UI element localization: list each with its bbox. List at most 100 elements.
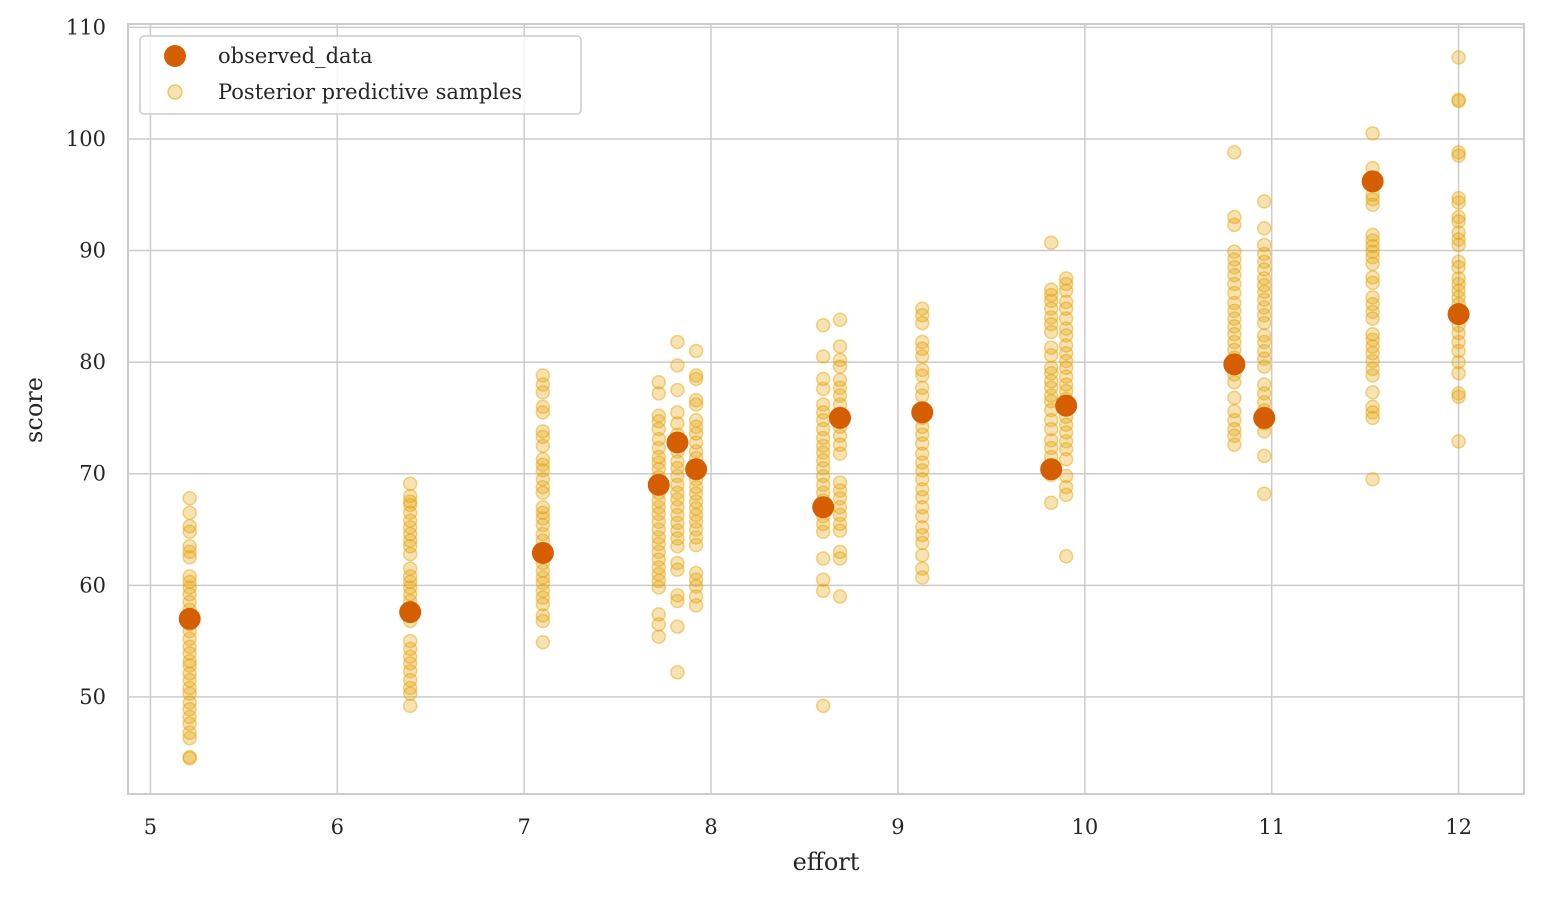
sample-point <box>688 343 704 359</box>
sample-point <box>535 424 551 439</box>
sample-point <box>1451 50 1466 65</box>
sample-point <box>182 505 197 521</box>
sample-point <box>402 526 418 542</box>
sample-point <box>1043 293 1059 309</box>
sample-point <box>535 463 551 478</box>
sample-point <box>651 566 666 582</box>
sample-point <box>1451 190 1466 206</box>
sample-point <box>1451 271 1466 286</box>
sample-point <box>1058 377 1074 392</box>
sample-point <box>670 499 685 515</box>
x-axis-ticks: 5 6 7 8 9 10 11 12 <box>144 815 1472 839</box>
sample-point <box>182 631 197 647</box>
sample-point <box>1256 328 1272 343</box>
sample-point <box>1043 388 1059 403</box>
sample-point <box>688 507 704 523</box>
sample-point <box>1256 308 1272 323</box>
sample-point <box>688 426 704 441</box>
sample-point <box>1058 353 1074 369</box>
sample-point <box>815 318 831 333</box>
sample-point <box>182 518 197 534</box>
sample-point <box>1451 354 1466 370</box>
sample-point <box>1058 294 1074 310</box>
sample-point <box>670 454 685 469</box>
sample-point <box>402 494 418 509</box>
sample-point <box>1451 195 1466 210</box>
sample-point <box>832 475 848 490</box>
sample-point <box>1365 332 1380 348</box>
sample-point <box>402 686 418 701</box>
sample-point <box>914 472 930 487</box>
sample-point <box>832 446 848 461</box>
sample-point <box>688 368 704 383</box>
sample-point <box>535 499 551 515</box>
sample-point <box>1058 434 1074 449</box>
observed-point <box>812 496 835 519</box>
sample-point <box>535 634 551 650</box>
observed-point <box>666 431 689 454</box>
sample-point <box>402 488 418 504</box>
y-tick-label: 70 <box>79 462 106 486</box>
sample-point <box>688 397 704 412</box>
sample-point <box>1451 225 1466 240</box>
sample-point <box>1043 360 1059 375</box>
sample-point <box>1058 301 1074 316</box>
sample-point <box>535 451 551 467</box>
sample-point <box>1256 343 1272 359</box>
sample-point <box>402 505 418 521</box>
sample-point <box>402 672 418 688</box>
sample-point <box>832 544 848 560</box>
observed-point <box>178 607 201 630</box>
sample-point <box>182 524 197 540</box>
sample-point <box>670 523 685 538</box>
sample-point <box>535 570 551 585</box>
sample-point <box>651 506 666 522</box>
sample-point <box>1058 345 1074 361</box>
sample-point <box>1058 425 1074 440</box>
sample-point <box>535 575 551 591</box>
sample-point <box>670 460 685 476</box>
sample-point <box>402 533 418 548</box>
sample-point <box>1365 197 1380 213</box>
sample-point <box>670 539 685 554</box>
sample-point <box>402 476 418 492</box>
sample-point <box>535 377 551 392</box>
sample-point <box>402 641 418 657</box>
sample-point <box>1227 260 1242 275</box>
sample-point <box>688 435 704 450</box>
sample-point <box>688 392 704 408</box>
sample-point <box>1256 271 1272 286</box>
sample-point <box>1365 311 1380 326</box>
sample-point <box>651 449 666 465</box>
legend-label-observed: observed_data <box>218 44 373 68</box>
legend-marker-samples <box>167 84 183 100</box>
sample-point <box>914 446 930 461</box>
sample-point <box>1227 437 1242 452</box>
sample-point <box>670 405 685 420</box>
sample-point <box>1365 238 1380 254</box>
sample-point <box>182 666 197 681</box>
sample-point <box>914 380 930 396</box>
plot-frame <box>127 23 1525 795</box>
x-tick-label: 12 <box>1445 815 1472 839</box>
sample-point <box>1256 486 1272 502</box>
sample-point <box>402 586 418 602</box>
sample-point <box>535 597 551 612</box>
sample-point <box>651 580 666 595</box>
sample-point <box>815 381 831 397</box>
sample-point <box>1227 303 1242 319</box>
sample-point <box>535 517 551 533</box>
sample-point <box>670 515 685 531</box>
sample-point <box>402 663 418 679</box>
sample-point <box>815 460 831 476</box>
sample-point <box>535 368 551 383</box>
sample-point <box>815 468 831 484</box>
sample-point <box>1365 249 1380 265</box>
sample-point <box>914 520 930 535</box>
sample-point <box>914 499 930 515</box>
sample-point <box>670 665 685 680</box>
sample-point <box>535 429 551 445</box>
observed-point <box>531 541 554 564</box>
sample-point <box>815 572 831 587</box>
legend-label-samples: Posterior predictive samples <box>218 80 522 104</box>
